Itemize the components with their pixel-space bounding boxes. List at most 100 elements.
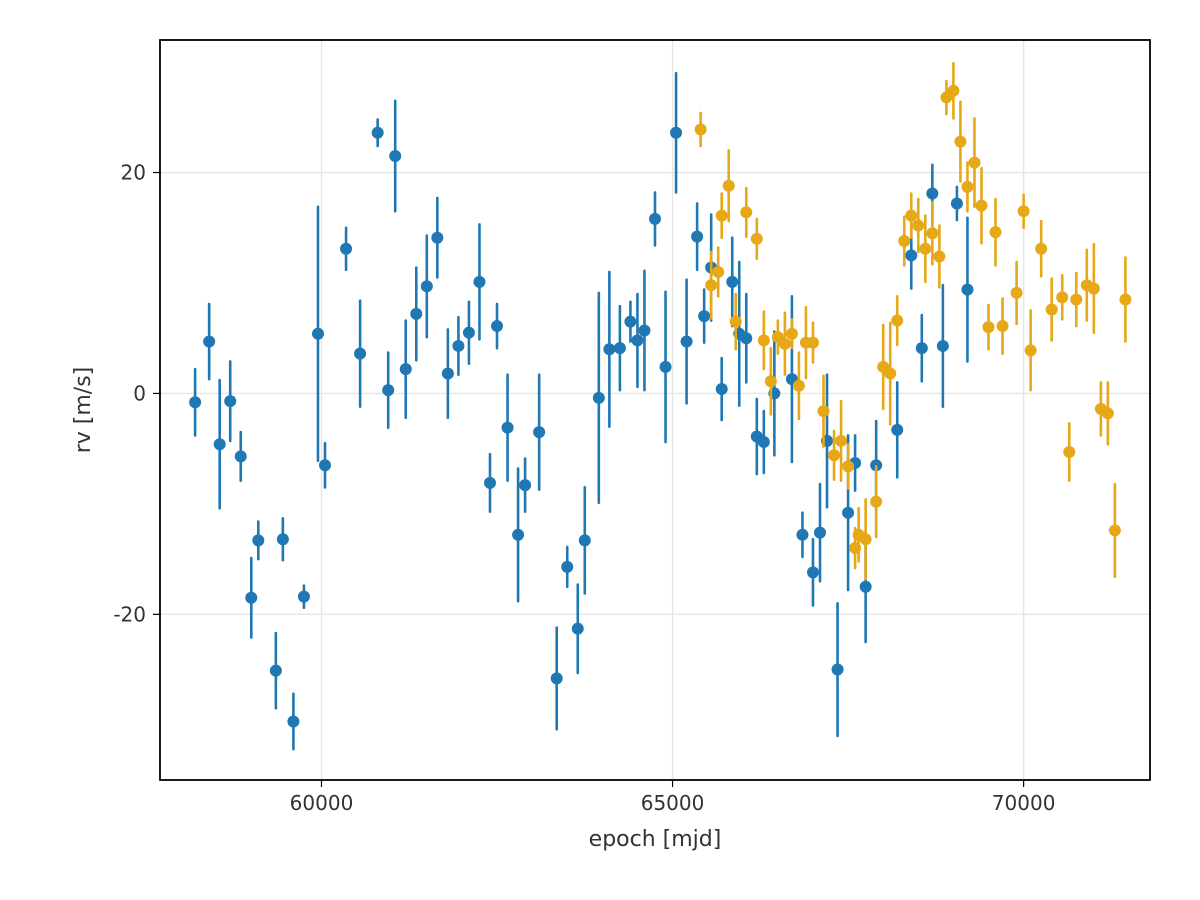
data-point	[723, 180, 735, 192]
data-point	[579, 534, 591, 546]
data-point	[983, 321, 995, 333]
data-point	[252, 534, 264, 546]
data-point	[533, 426, 545, 438]
data-point	[1102, 407, 1114, 419]
data-point	[835, 435, 847, 447]
data-point	[786, 328, 798, 340]
data-point	[1109, 524, 1121, 536]
data-point	[463, 327, 475, 339]
data-point	[189, 396, 201, 408]
data-point	[1018, 205, 1030, 217]
data-point	[807, 566, 819, 578]
data-point	[961, 284, 973, 296]
data-point	[473, 276, 485, 288]
data-point	[691, 231, 703, 243]
data-point	[410, 308, 422, 320]
data-point	[884, 368, 896, 380]
data-point	[214, 438, 226, 450]
data-point	[1119, 294, 1131, 306]
data-point	[1035, 243, 1047, 255]
data-point	[919, 243, 931, 255]
ylabel: rv [m/s]	[71, 367, 96, 454]
data-point	[933, 250, 945, 262]
data-point	[916, 342, 928, 354]
data-point	[614, 342, 626, 354]
data-point	[287, 715, 299, 727]
data-point	[593, 392, 605, 404]
data-point	[245, 592, 257, 604]
data-point	[860, 533, 872, 545]
data-point	[730, 316, 742, 328]
data-point	[389, 150, 401, 162]
data-point	[740, 206, 752, 218]
data-point	[452, 340, 464, 352]
data-point	[997, 320, 1009, 332]
data-point	[828, 449, 840, 461]
data-point	[1070, 294, 1082, 306]
data-point	[512, 529, 524, 541]
data-point	[758, 334, 770, 346]
data-point	[818, 405, 830, 417]
rv-epoch-chart: 600006500070000-20020epoch [mjd]rv [m/s]	[0, 0, 1200, 900]
data-point	[224, 395, 236, 407]
data-point	[603, 343, 615, 355]
data-point	[491, 320, 503, 332]
plot-panel	[160, 40, 1150, 780]
data-point	[421, 280, 433, 292]
data-point	[631, 334, 643, 346]
data-point	[968, 157, 980, 169]
data-point	[926, 227, 938, 239]
data-point	[954, 136, 966, 148]
data-point	[561, 561, 573, 573]
data-point	[705, 279, 717, 291]
data-point	[796, 529, 808, 541]
data-point	[740, 332, 752, 344]
data-point	[1025, 344, 1037, 356]
data-point	[400, 363, 412, 375]
data-point	[947, 85, 959, 97]
data-point	[354, 348, 366, 360]
data-point	[891, 424, 903, 436]
data-point	[519, 479, 531, 491]
data-point	[484, 477, 496, 489]
data-point	[270, 665, 282, 677]
xtick-label: 65000	[641, 791, 705, 815]
data-point	[891, 315, 903, 327]
data-point	[779, 338, 791, 350]
data-point	[298, 591, 310, 603]
data-point	[1088, 283, 1100, 295]
data-point	[951, 197, 963, 209]
xtick-label: 60000	[290, 791, 354, 815]
data-point	[312, 328, 324, 340]
data-point	[726, 276, 738, 288]
data-point	[716, 210, 728, 222]
data-point	[695, 123, 707, 135]
ytick-label: -20	[113, 602, 146, 626]
data-point	[670, 127, 682, 139]
chart-svg: 600006500070000-20020epoch [mjd]rv [m/s]	[0, 0, 1200, 900]
data-point	[814, 527, 826, 539]
data-point	[203, 336, 215, 348]
data-point	[937, 340, 949, 352]
data-point	[793, 380, 805, 392]
data-point	[340, 243, 352, 255]
data-point	[698, 310, 710, 322]
data-point	[961, 181, 973, 193]
data-point	[235, 450, 247, 462]
data-point	[765, 375, 777, 387]
xtick-label: 70000	[992, 791, 1056, 815]
data-point	[926, 188, 938, 200]
data-point	[681, 336, 693, 348]
data-point	[912, 220, 924, 232]
data-point	[716, 383, 728, 395]
data-point	[990, 226, 1002, 238]
data-point	[277, 533, 289, 545]
data-point	[624, 316, 636, 328]
data-point	[319, 459, 331, 471]
data-point	[751, 233, 763, 245]
data-point	[1011, 287, 1023, 299]
data-point	[649, 213, 661, 225]
ytick-label: 0	[133, 381, 146, 405]
data-point	[860, 581, 872, 593]
data-point	[905, 249, 917, 261]
